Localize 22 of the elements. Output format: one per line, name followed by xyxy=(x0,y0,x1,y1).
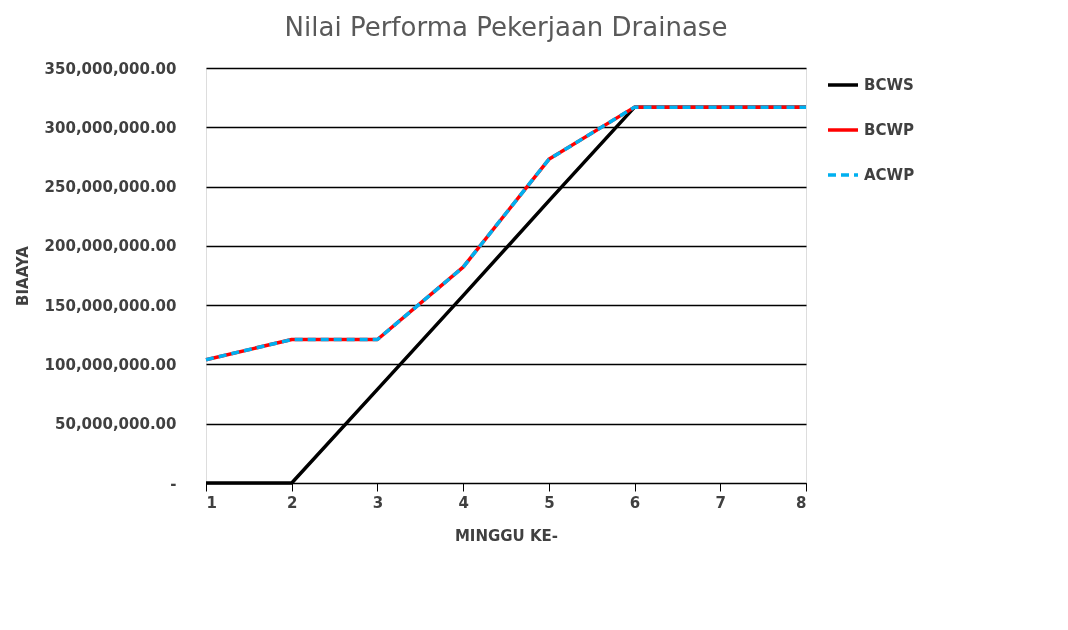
x-tick-label: 4 xyxy=(458,493,469,512)
y-tick-label: 150,000,000.00 xyxy=(44,296,177,315)
x-tick-label: 2 xyxy=(287,493,298,512)
x-tick-label: 5 xyxy=(544,493,555,512)
x-tick-label: 7 xyxy=(715,493,726,512)
y-tick-label: - xyxy=(170,474,177,493)
y-axis-title: BIAAYA xyxy=(13,245,32,306)
legend-label: ACWP xyxy=(864,166,915,184)
x-tick-label: 1 xyxy=(206,493,217,512)
chart-title: Nilai Performa Pekerjaan Drainase xyxy=(284,12,728,42)
y-tick-label: 350,000,000.00 xyxy=(44,59,177,78)
x-tick-label: 8 xyxy=(796,493,807,512)
legend-label: BCWP xyxy=(864,121,914,139)
legend-label: BCWS xyxy=(864,76,914,94)
y-tick-label: 100,000,000.00 xyxy=(44,355,177,374)
y-tick-label: 250,000,000.00 xyxy=(44,178,177,197)
y-tick-label: 200,000,000.00 xyxy=(44,237,177,256)
y-tick-label: 300,000,000.00 xyxy=(44,118,177,137)
x-axis-title: MINGGU KE- xyxy=(454,526,559,545)
y-tick-label: 50,000,000.00 xyxy=(55,415,177,434)
x-tick-label: 6 xyxy=(629,493,641,512)
x-tick-label: 3 xyxy=(372,493,384,512)
